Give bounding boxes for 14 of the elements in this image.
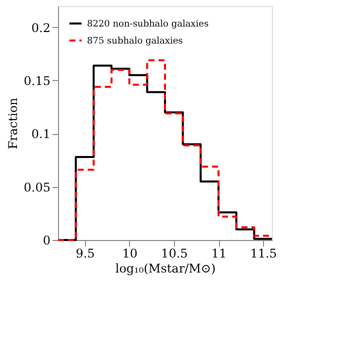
- y-tick-label: 0.05: [24, 180, 50, 194]
- x-tick-label: 9.5: [76, 246, 95, 260]
- y-tick-label: 0.2: [31, 20, 50, 35]
- y-tick-label: 0: [42, 234, 50, 248]
- y-tick-label: 0.15: [24, 74, 50, 88]
- x-tick-label: 11.5: [250, 246, 277, 260]
- x-tick-label: 11: [211, 246, 227, 260]
- y-axis-title: Fraction: [6, 97, 20, 150]
- y-tick-label: 0.1: [31, 127, 50, 142]
- x-tick-label: 10.5: [161, 246, 188, 260]
- x-axis-title: log₁₀(Mstar/M⊙): [115, 262, 216, 276]
- x-tick-label: 10: [122, 246, 138, 260]
- legend-label: 8220 non-subhalo galaxies: [87, 20, 209, 30]
- legend-label: 875 subhalo galaxies: [87, 36, 184, 46]
